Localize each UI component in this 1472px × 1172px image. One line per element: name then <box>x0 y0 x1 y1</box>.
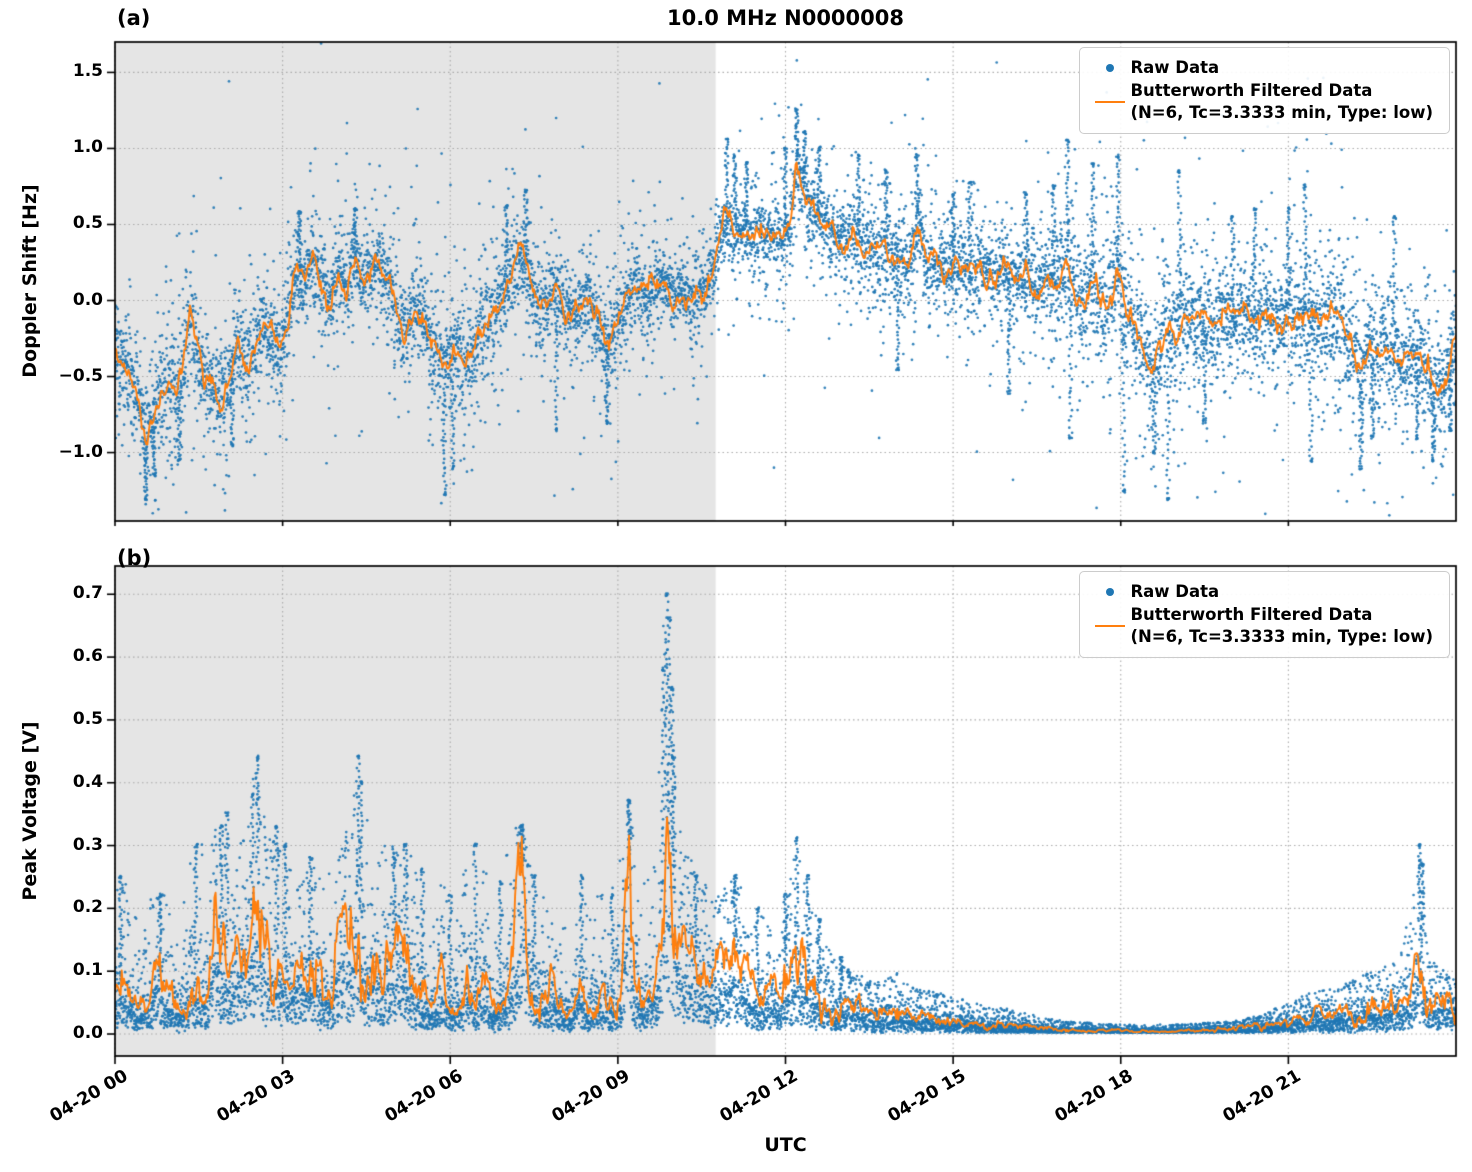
legend-panel-b: Raw Data Butterworth Filtered Data (N=6,… <box>1079 571 1450 659</box>
y-tick-label: 0.5 <box>72 708 103 729</box>
y-tick-label: 0.6 <box>72 646 103 667</box>
legend-entry-filtered: Butterworth Filtered Data (N=6, Tc=3.333… <box>1090 80 1433 124</box>
y-tick-label: 1.0 <box>72 137 103 158</box>
y-tick-label: −0.5 <box>58 365 103 386</box>
panel-b-label: (b) <box>117 546 152 570</box>
legend-raw-label: Raw Data <box>1130 58 1220 77</box>
y-tick-label: −1.0 <box>58 441 103 462</box>
y-tick-label: 0.4 <box>72 771 103 792</box>
legend-raw-label: Raw Data <box>1130 582 1220 601</box>
x-axis-label: UTC <box>764 1134 807 1156</box>
filtered-line-marker-icon <box>1095 100 1126 103</box>
raw-data-marker-icon <box>1106 63 1115 72</box>
y-tick-label: 0.0 <box>72 289 103 310</box>
legend-entry-filtered: Butterworth Filtered Data (N=6, Tc=3.333… <box>1090 604 1433 648</box>
raw-data-marker-icon <box>1106 587 1115 596</box>
y-tick-label: 0.0 <box>72 1023 103 1043</box>
filtered-line-marker-icon <box>1095 624 1126 627</box>
legend-filtered-label-line1: Butterworth Filtered Data <box>1130 604 1373 624</box>
y-tick-label: 0.2 <box>72 897 103 918</box>
panel-a-label: (a) <box>117 6 151 30</box>
legend-filtered-label-line2: (N=6, Tc=3.3333 min, Type: low) <box>1130 626 1433 646</box>
y-tick-label: 0.1 <box>72 960 103 981</box>
y-axis-label-voltage: Peak Voltage [V] <box>19 721 41 901</box>
y-tick-label: 1.5 <box>72 61 103 82</box>
y-tick-label: 0.5 <box>72 213 103 234</box>
legend-entry-raw: Raw Data <box>1090 57 1433 79</box>
chart-title: 10.0 MHz N0000008 <box>667 6 904 30</box>
legend-entry-raw: Raw Data <box>1090 581 1433 603</box>
legend-filtered-label-line2: (N=6, Tc=3.3333 min, Type: low) <box>1130 102 1433 122</box>
legend-panel-a: Raw Data Butterworth Filtered Data (N=6,… <box>1079 47 1450 135</box>
legend-filtered-label-line1: Butterworth Filtered Data <box>1130 80 1373 100</box>
y-tick-label: 0.3 <box>72 834 103 855</box>
y-tick-label: 0.7 <box>72 583 103 604</box>
